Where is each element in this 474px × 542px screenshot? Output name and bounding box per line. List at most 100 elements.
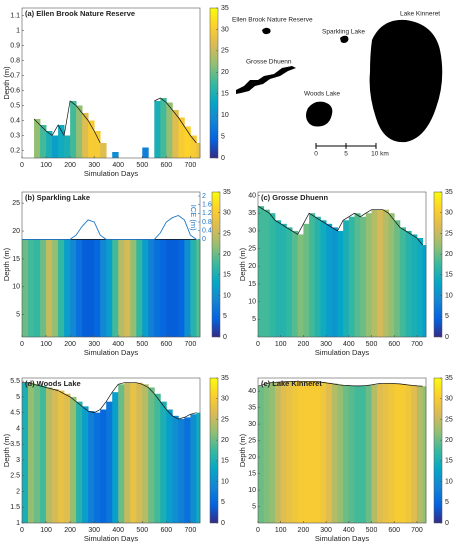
heat-column — [422, 386, 427, 523]
y-tick-label: 0.5 — [10, 102, 20, 109]
x-tick-label: 400 — [343, 527, 355, 534]
x-tick-label: 300 — [320, 527, 332, 534]
x-tick-label: 0 — [20, 341, 24, 348]
heat-column — [196, 412, 201, 523]
colorbar-tick-label: 15 — [445, 458, 453, 465]
y-tick-label: 1 — [16, 27, 20, 34]
y-tick-label: 3.5 — [10, 441, 20, 448]
colorbar — [433, 191, 443, 338]
heat-column — [275, 220, 282, 337]
heat-column — [118, 384, 125, 523]
y-tick-label: 25 — [248, 437, 256, 444]
y-tick-label: 10 — [248, 298, 256, 305]
y2-tick-label: 2 — [202, 193, 206, 200]
heat-column — [106, 401, 113, 523]
heat-column — [190, 239, 197, 337]
surface-line — [33, 97, 197, 144]
y2-tick-label: 1.6 — [202, 202, 212, 209]
heat-column — [136, 382, 143, 523]
x-tick-label: 600 — [160, 162, 172, 169]
heat-column — [280, 381, 287, 523]
y-tick-label: 35 — [248, 405, 256, 412]
heat-column — [377, 383, 384, 523]
x-tick-label: 300 — [88, 341, 100, 348]
colorbar-tick-label: 25 — [445, 230, 453, 237]
map-label: Woods Lake — [304, 91, 340, 98]
heat-column — [297, 234, 304, 337]
heat-column — [382, 209, 389, 337]
heat-column — [64, 393, 71, 523]
ice-line — [22, 214, 197, 240]
heat-column — [354, 385, 361, 523]
heat-column — [371, 209, 378, 337]
colorbar-tick-label: 30 — [221, 26, 229, 33]
x-tick-label: 300 — [88, 162, 100, 169]
heat-column — [142, 384, 149, 523]
colorbar-tick-label: 20 — [445, 251, 453, 258]
heat-column — [303, 381, 310, 523]
heat-column — [58, 239, 65, 337]
colorbar-tick-label: 15 — [221, 458, 229, 465]
x-tick-label: 700 — [185, 162, 197, 169]
map-label: Ellen Brook Nature Reserve — [232, 17, 313, 24]
x-tick-label: 200 — [64, 527, 76, 534]
x-axis-label: Simulation Days — [84, 169, 138, 178]
panel-title: (c) Grosse Dhuenn — [261, 193, 329, 202]
heat-column — [160, 401, 167, 523]
panel-title: (a) Ellen Brook Nature Reserve — [25, 9, 135, 18]
colorbar-tick-label: 15 — [221, 91, 229, 98]
heat-column — [258, 386, 265, 523]
heat-column — [76, 239, 83, 337]
heat-column — [58, 390, 65, 523]
x-tick-label: 100 — [275, 527, 287, 534]
lake-shape — [236, 66, 296, 94]
x-tick-label: 500 — [136, 341, 148, 348]
colorbar-tick-label: 0 — [445, 520, 449, 527]
plot-frame — [21, 377, 201, 524]
heat-column — [360, 385, 367, 523]
heat-column — [160, 98, 167, 158]
heat-column — [337, 384, 344, 523]
surface-line — [257, 205, 423, 246]
y-tick-label: 3 — [16, 457, 20, 464]
y-tick-label: 0.9 — [10, 42, 20, 49]
x-tick-label: 600 — [388, 527, 400, 534]
colorbar-tick-label: 10 — [445, 478, 453, 485]
heat-column — [178, 418, 185, 523]
colorbar-tick-label: 25 — [221, 416, 229, 423]
colorbar-tick-label: 5 — [445, 499, 449, 506]
plot-frame — [21, 191, 201, 338]
colorbar-tick-label: 10 — [445, 292, 453, 299]
y-axis-label: Depth (m) — [238, 247, 247, 281]
x-tick-label: 600 — [160, 341, 172, 348]
colorbar-tick-label: 35 — [221, 375, 229, 382]
x-tick-label: 500 — [366, 527, 378, 534]
heat-column — [34, 384, 41, 523]
colorbar-tick-label: 25 — [445, 416, 453, 423]
y-tick-label: 30 — [248, 228, 256, 235]
heat-column — [354, 213, 361, 337]
x-tick-label: 600 — [388, 341, 400, 348]
colorbar-tick-label: 30 — [445, 396, 453, 403]
scale-label: 5 — [344, 151, 348, 158]
heat-column — [58, 125, 65, 158]
heat-column — [52, 135, 59, 158]
y-tick-label: 2.5 — [10, 473, 20, 480]
x-tick-label: 300 — [320, 341, 332, 348]
colorbar-tick-label: 5 — [221, 133, 225, 140]
heat-column — [382, 383, 389, 523]
heat-column — [142, 239, 149, 337]
heat-column — [94, 412, 101, 523]
heat-column — [320, 381, 327, 523]
heat-column — [88, 239, 95, 337]
y-tick-label: 25 — [12, 200, 20, 207]
heat-column — [314, 381, 321, 523]
x-tick-label: 700 — [185, 341, 197, 348]
colorbar-tick-label: 15 — [445, 272, 453, 279]
plot-frame — [21, 7, 201, 159]
y-tick-label: 35 — [248, 210, 256, 217]
y-tick-label: 10 — [248, 487, 256, 494]
panel-title: (e) Lake Kinneret — [261, 379, 322, 388]
y-tick-label: 0.4 — [10, 117, 20, 124]
